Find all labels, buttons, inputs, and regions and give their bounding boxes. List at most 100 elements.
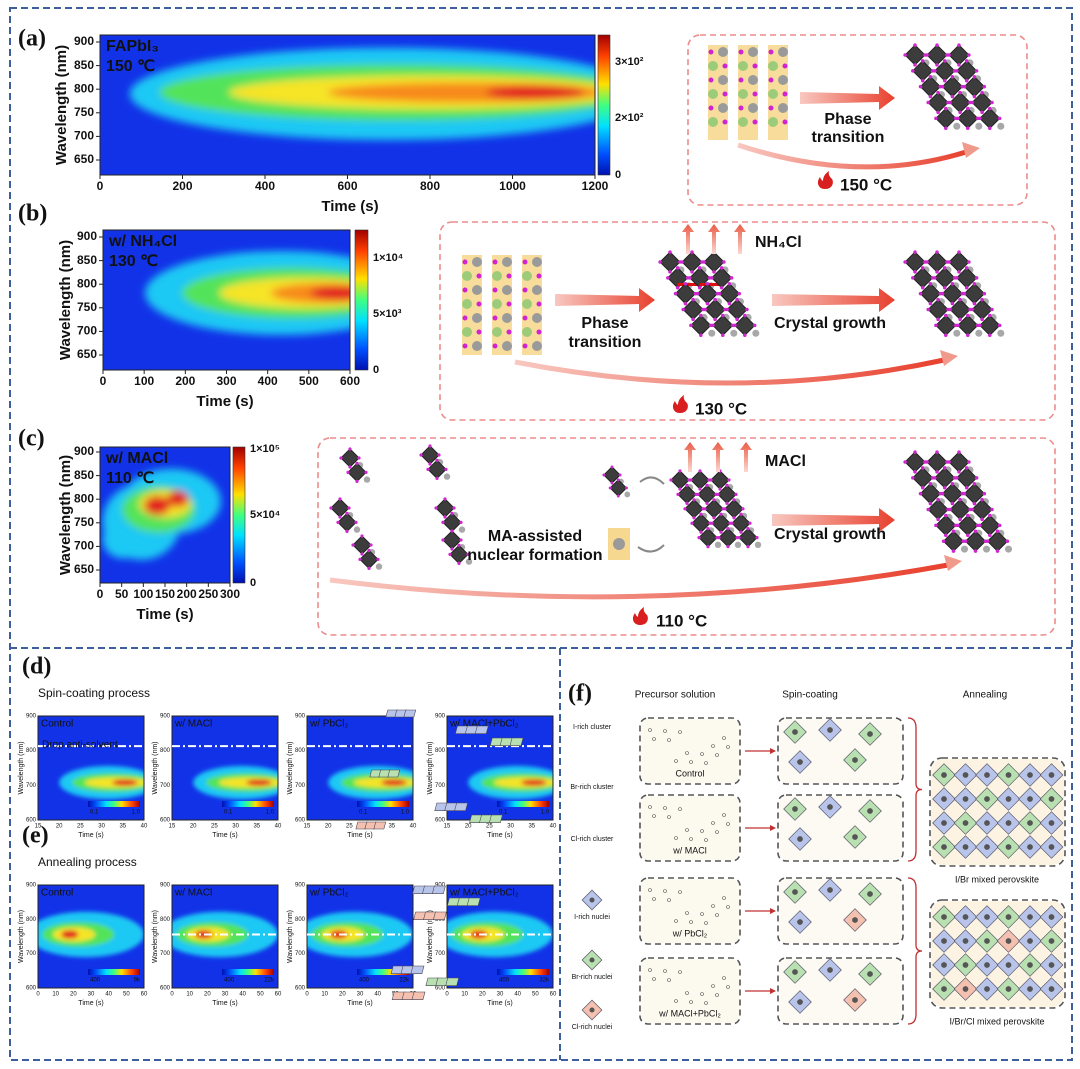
x-axis-label: Time (s) (136, 606, 193, 623)
x-tick-label: 40 (105, 992, 112, 998)
plot-frame (171, 715, 279, 821)
octahedron (442, 530, 462, 550)
nucleus-center (1027, 772, 1033, 778)
halide (459, 520, 463, 525)
halide (699, 512, 703, 516)
colorbar-label: 400 (90, 978, 101, 984)
arrow-label: Phase (581, 315, 628, 332)
halide (435, 458, 439, 462)
halide (752, 119, 758, 125)
molecule (663, 969, 667, 973)
nucleus-center (852, 917, 858, 923)
product-label: I/Br mixed perovskite (955, 874, 1039, 884)
a-site (997, 329, 1005, 337)
halide (936, 317, 940, 322)
a-site (953, 122, 961, 130)
x-tick-label: 50 (257, 992, 264, 998)
heatmap-blobs (59, 765, 144, 800)
atom (502, 341, 512, 351)
y-tick-label: 600 (435, 818, 446, 824)
nucleus-center (852, 997, 858, 1003)
halide (972, 75, 977, 79)
nucleus-center (1027, 796, 1033, 802)
halide (935, 250, 939, 254)
molecule (685, 751, 689, 755)
column-header: Spin-coating (782, 690, 838, 701)
halide (936, 497, 940, 502)
halide (980, 110, 984, 115)
halide (951, 529, 956, 534)
halide (676, 492, 680, 496)
halide (705, 282, 710, 286)
halide (974, 276, 979, 280)
brace (907, 877, 923, 1025)
halide (918, 84, 923, 89)
sample-label: Control (675, 768, 704, 778)
sample-label: w/ MACl (672, 845, 707, 855)
x-tick-label: 100 (133, 587, 153, 601)
halide (476, 329, 482, 335)
atom (472, 257, 482, 267)
x-tick-label: 0 (445, 992, 449, 998)
heatmap-blobs (38, 911, 144, 958)
x-tick-label: 40 (374, 992, 381, 998)
x-axis-label: Time (s) (487, 1000, 512, 1007)
x-axis-label: Time (s) (78, 1000, 103, 1007)
octahedron (957, 514, 979, 537)
nucleus-center (941, 962, 947, 968)
molecule (678, 890, 682, 894)
halide (964, 485, 969, 490)
octahedron (684, 499, 704, 519)
x-tick-label: 50 (532, 992, 539, 998)
nucleus-center (941, 772, 947, 778)
halide (903, 53, 907, 57)
legend-label: Cl-rich nuclei (572, 1024, 613, 1031)
molecule (652, 814, 656, 818)
x-tick-label: 35 (388, 824, 395, 830)
curved-arrow-head (962, 142, 980, 158)
perovskite-lattice (329, 497, 361, 534)
halide (610, 465, 614, 469)
cluster-unit (454, 802, 469, 811)
molecule (648, 968, 652, 972)
atom (748, 103, 758, 113)
octahedron (347, 462, 367, 483)
halide (364, 470, 368, 474)
panel-label: (e) (22, 823, 49, 849)
x-tick-label: 200 (175, 374, 195, 388)
x-tick-label: 30 (88, 992, 95, 998)
molecule (704, 761, 708, 765)
nucleus-center (852, 757, 858, 763)
halide (712, 498, 716, 502)
arrow-label: transition (569, 334, 642, 351)
halide (721, 313, 725, 318)
x-tick-label: 40 (141, 824, 148, 830)
halide (746, 527, 750, 531)
halide (668, 270, 672, 274)
x-tick-label: 40 (239, 992, 246, 998)
perovskite-lattice (434, 497, 466, 534)
panel-label: (f) (568, 681, 592, 707)
nucleus-center (1005, 796, 1012, 802)
up-arrow (708, 224, 720, 254)
x-tick-label: 0 (97, 179, 104, 193)
halide (732, 498, 736, 502)
x-tick-label: 300 (220, 587, 240, 601)
octahedron (659, 251, 681, 273)
nucleus-center (962, 820, 969, 826)
octahedron (949, 91, 971, 114)
halide (928, 301, 933, 306)
halide (739, 530, 743, 534)
atom (708, 89, 718, 99)
perovskite-lattice (658, 250, 760, 338)
halide (462, 315, 468, 321)
halide (918, 491, 923, 496)
atom (738, 89, 748, 99)
octahedron (979, 107, 1001, 130)
halide (936, 90, 940, 95)
y-tick-label: 800 (295, 917, 306, 923)
halide (913, 450, 917, 454)
halide (1005, 539, 1010, 543)
halide (972, 482, 977, 486)
halide (743, 333, 747, 338)
